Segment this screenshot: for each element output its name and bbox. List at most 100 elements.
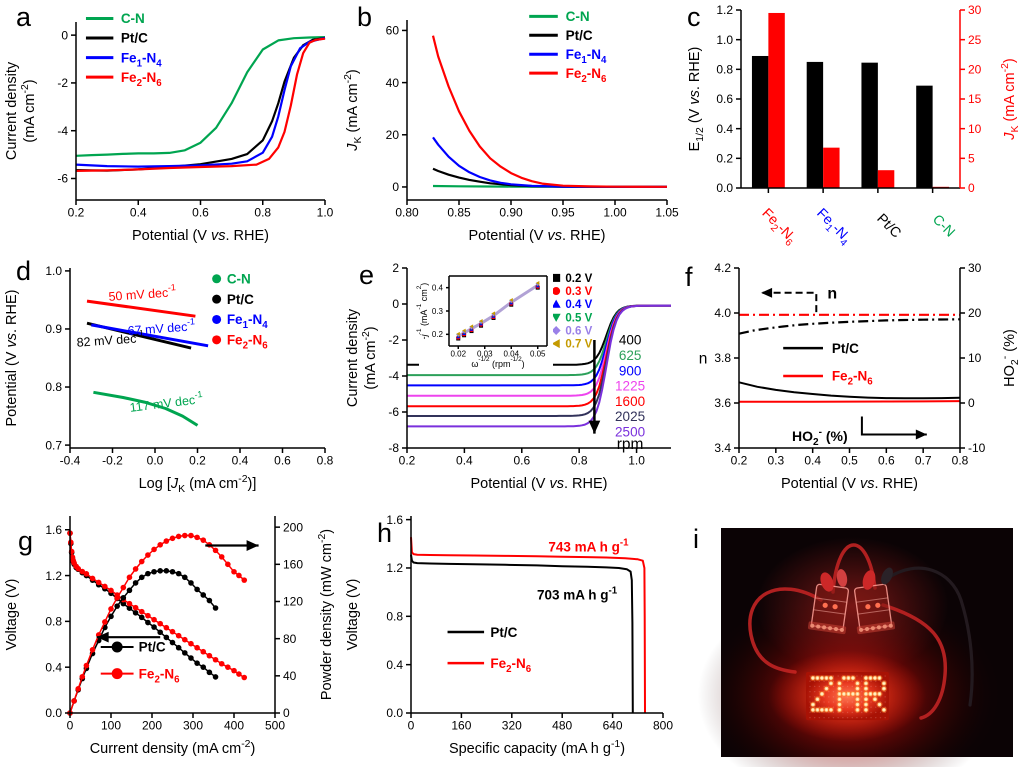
svg-text:0.2: 0.2 — [731, 453, 748, 467]
panel-i: i — [683, 500, 1024, 767]
svg-text:0.5 V: 0.5 V — [565, 312, 592, 324]
svg-text:n: n — [827, 285, 837, 302]
panel-letter-c: c — [687, 2, 701, 32]
svg-text:-2: -2 — [388, 333, 399, 347]
svg-text:Fe2-N6: Fe2-N6 — [756, 205, 800, 249]
svg-text:Pt/C: Pt/C — [566, 28, 593, 43]
svg-text:30: 30 — [968, 3, 982, 17]
panel-g: g 0 100 200 300 400 500 0.0 0.4 0.8 1.2 1.6 0 40 80 120… — [0, 500, 341, 767]
svg-text:300: 300 — [183, 718, 203, 732]
panel-letter-f: f — [685, 262, 693, 292]
svg-text:0.8: 0.8 — [317, 453, 334, 467]
svg-text:20: 20 — [968, 63, 982, 77]
svg-text:2: 2 — [392, 261, 399, 275]
svg-text:Fe2-N6: Fe2-N6 — [227, 333, 268, 352]
svg-text:Log [JK (mA cm-2)]: Log [JK (mA cm-2)] — [139, 474, 257, 495]
svg-text:320: 320 — [502, 718, 522, 732]
svg-text:0: 0 — [67, 718, 74, 732]
svg-text:3.6: 3.6 — [714, 396, 731, 410]
panel-d: d -0.4 -0.2 0.0 0.2 0.4 0.6 0.8 0.7 0.8 0.9 1.0 Log … — [0, 250, 341, 500]
svg-text:500: 500 — [265, 718, 285, 732]
svg-text:0.4: 0.4 — [716, 122, 733, 136]
svg-text:0.4 V: 0.4 V — [565, 299, 592, 311]
svg-text:0.3 V: 0.3 V — [565, 286, 592, 298]
svg-text:1225: 1225 — [615, 379, 645, 394]
svg-text:Pt/C: Pt/C — [227, 292, 254, 307]
svg-text:0.7: 0.7 — [915, 453, 932, 467]
panel-f: f 0.2 0.3 0.4 0.5 0.6 0.7 0.8 3.4 3.6 3.8 4.0 4.2 -10… — [683, 250, 1024, 500]
svg-text:400: 400 — [224, 718, 244, 732]
svg-text:0.6: 0.6 — [878, 453, 895, 467]
panel-h-chart: 0 160 320 480 640 800 0.0 0.4 0.8 1.2 1.6 Specific … — [345, 513, 673, 757]
svg-text:4.2: 4.2 — [714, 261, 731, 275]
svg-text:-4: -4 — [388, 369, 399, 383]
panel-d-chart: -0.4 -0.2 0.0 0.2 0.4 0.6 0.8 0.7 0.8 0.9 1.0 Log [… — [4, 264, 334, 495]
svg-text:C-N: C-N — [566, 9, 590, 24]
svg-text:0.2: 0.2 — [399, 453, 416, 467]
svg-text:0.0: 0.0 — [716, 181, 733, 195]
svg-text:-0.2: -0.2 — [102, 453, 123, 467]
svg-text:JK (mA cm-2): JK (mA cm-2) — [1000, 58, 1021, 141]
svg-text:0: 0 — [61, 28, 68, 42]
svg-text:0.6: 0.6 — [192, 205, 209, 219]
panel-b: b 0.80 0.85 0.90 0.95 1.00 1.05 0 20 40 60 Potentia… — [341, 0, 683, 250]
svg-text:0: 0 — [968, 396, 975, 410]
svg-text:4.0: 4.0 — [714, 306, 731, 320]
panel-letter-e: e — [359, 260, 375, 290]
svg-text:0.8: 0.8 — [254, 205, 271, 219]
svg-text:160: 160 — [283, 558, 303, 572]
svg-text:0.8: 0.8 — [571, 453, 588, 467]
panel-letter-d: d — [16, 256, 32, 286]
panel-letter-h: h — [377, 518, 393, 548]
svg-text:Fe1-N4: Fe1-N4 — [566, 47, 607, 66]
svg-text:C-N: C-N — [930, 211, 959, 240]
svg-text:1.0: 1.0 — [317, 205, 334, 219]
svg-text:Pt/C: Pt/C — [832, 341, 859, 356]
svg-text:Pt/C: Pt/C — [121, 31, 148, 46]
svg-text:0.8: 0.8 — [45, 380, 62, 394]
svg-text:E1/2 (V vs. RHE): E1/2 (V vs. RHE) — [687, 47, 706, 152]
panel-letter-i: i — [693, 524, 699, 554]
svg-text:25: 25 — [968, 33, 982, 47]
panel-letter-g: g — [18, 526, 34, 556]
svg-text:Current density: Current density — [4, 61, 20, 160]
svg-text:800: 800 — [653, 718, 673, 732]
svg-text:-8: -8 — [388, 441, 399, 455]
svg-text:-6: -6 — [57, 172, 68, 186]
svg-text:HO2- (%): HO2- (%) — [1000, 329, 1021, 387]
svg-text:Current density (mA cm-2): Current density (mA cm-2) — [90, 739, 256, 757]
svg-text:Pt/C: Pt/C — [874, 210, 905, 241]
panel-letter-b: b — [357, 2, 373, 32]
svg-text:117 mV dec-1: 117 mV dec-1 — [129, 389, 204, 415]
panel-e: e 0.2 0.4 0.6 0.8 1.0 -8 -6 -4 -2 0 2 Potential (V v… — [341, 250, 683, 500]
svg-text:Potential (V vs. RHE): Potential (V vs. RHE) — [4, 290, 20, 427]
svg-text:0.8: 0.8 — [952, 453, 969, 467]
svg-text:0.6: 0.6 — [274, 453, 291, 467]
svg-text:C-N: C-N — [121, 11, 145, 26]
svg-text:(mA cm-2): (mA cm-2) — [361, 326, 379, 389]
svg-text:1.0: 1.0 — [716, 33, 733, 47]
svg-text:20: 20 — [386, 128, 400, 142]
svg-text:0.6 V: 0.6 V — [565, 325, 592, 337]
svg-text:Fe2-N6: Fe2-N6 — [121, 70, 162, 89]
svg-text:480: 480 — [552, 718, 572, 732]
svg-text:3.4: 3.4 — [714, 441, 731, 455]
svg-text:0.4: 0.4 — [432, 283, 444, 292]
svg-text:1.0: 1.0 — [628, 453, 645, 467]
svg-text:0.8: 0.8 — [386, 610, 403, 624]
svg-text:1.2: 1.2 — [716, 3, 733, 17]
svg-text:(mA cm-2): (mA cm-2) — [20, 79, 38, 142]
panel-letter-a: a — [16, 2, 32, 32]
svg-text:82 mV dec-1: 82 mV dec-1 — [76, 328, 145, 350]
svg-text:Fe2-N6: Fe2-N6 — [566, 66, 607, 85]
svg-text:Potential (V vs. RHE): Potential (V vs. RHE) — [471, 476, 608, 492]
svg-text:Current density: Current density — [345, 308, 361, 407]
svg-text:1600: 1600 — [615, 394, 645, 409]
svg-text:0.4: 0.4 — [456, 453, 473, 467]
svg-text:0.5: 0.5 — [841, 453, 858, 467]
panel-c-chart: 0.0 0.2 0.4 0.6 0.8 1.0 1.2 0 5 10 15 20 25 30 E1/2 (V… — [687, 3, 1021, 249]
panel-a: a 0.2 0.4 0.6 0.8 1.0 0 -2 -4 -6 Potential (V vs. … — [0, 0, 341, 250]
svg-text:625: 625 — [619, 348, 642, 363]
svg-text:1.6: 1.6 — [45, 523, 62, 537]
